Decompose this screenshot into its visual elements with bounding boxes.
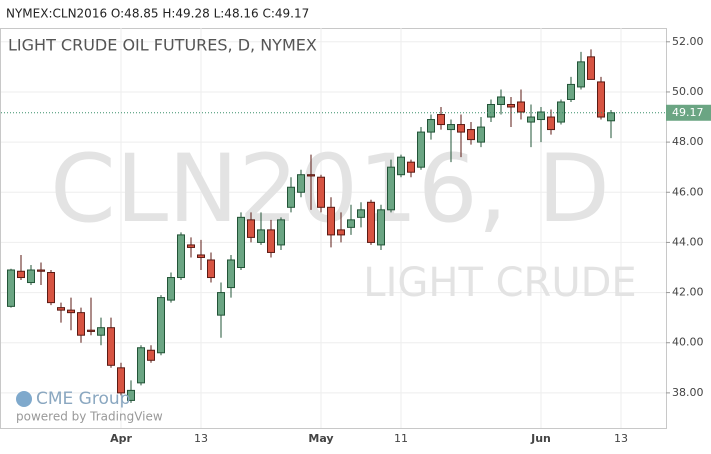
candle-body	[7, 269, 15, 307]
candle-body	[317, 176, 325, 208]
candle-body	[347, 219, 355, 228]
candle-body	[127, 389, 135, 401]
candle-body	[67, 309, 75, 314]
candle-body	[107, 327, 115, 366]
candle-body	[117, 367, 125, 394]
candle-body	[417, 131, 425, 168]
candle-body	[517, 101, 525, 113]
candle-body	[257, 229, 265, 243]
candle-body	[207, 259, 215, 279]
candle-body	[287, 186, 295, 208]
last-price-label: 49.17	[672, 106, 704, 119]
last-price-tag	[666, 104, 711, 121]
chart-title: LIGHT CRUDE OIL FUTURES, D, NYMEX	[8, 36, 317, 55]
candle-body	[327, 206, 335, 236]
y-tick-label: 52.00	[672, 35, 704, 48]
credit: powered by TradingView	[16, 410, 163, 424]
candle-body	[227, 259, 235, 289]
candle-body	[587, 56, 595, 80]
candle-body	[567, 83, 575, 100]
candle-body	[537, 111, 545, 121]
symbol-header: NYMEX:CLN2016 O:48.85 H:49.28 L:48.16 C:…	[6, 7, 309, 21]
candle-body	[187, 244, 195, 248]
x-tick-label: May	[308, 432, 333, 445]
candle-body	[197, 254, 205, 258]
candle-body	[377, 209, 385, 246]
candle-body	[507, 103, 515, 108]
candle-body	[487, 103, 495, 118]
candle-body	[297, 174, 305, 193]
plot-frame	[0, 28, 667, 429]
y-tick-label: 46.00	[672, 185, 704, 198]
candles	[7, 49, 615, 403]
candle-body	[37, 269, 45, 272]
candle-body	[247, 219, 255, 238]
candle-body	[167, 277, 175, 301]
candle-body	[267, 229, 275, 253]
candle-body	[527, 116, 535, 123]
candle-body	[477, 126, 485, 143]
x-tick-label: Apr	[110, 432, 132, 445]
watermark: LIGHT CRUDE	[363, 260, 636, 306]
candle-body	[87, 329, 95, 332]
candle-body	[457, 124, 465, 133]
y-tick-label: 50.00	[672, 85, 704, 98]
candle-body	[57, 307, 65, 311]
x-tick-label: 13	[194, 432, 208, 445]
x-tick-label: 13	[614, 432, 628, 445]
candle-body	[437, 114, 445, 126]
candle-body	[407, 161, 415, 173]
candle-body	[547, 116, 555, 131]
candle-body	[177, 234, 185, 279]
candle-body	[77, 312, 85, 336]
candle-body	[307, 174, 315, 177]
candle-body	[17, 270, 25, 279]
candle-body	[447, 124, 455, 131]
candle-body	[597, 81, 605, 118]
candle-body	[137, 347, 145, 384]
candle-body	[607, 112, 615, 122]
candle-body	[367, 201, 375, 243]
candle-body	[577, 61, 585, 88]
candle-body	[237, 216, 245, 268]
candle-body	[47, 272, 55, 304]
y-tick-label: 42.00	[672, 286, 704, 299]
y-tick-label: 44.00	[672, 235, 704, 248]
y-tick-label: 48.00	[672, 135, 704, 148]
logo-icon	[16, 391, 32, 407]
candle-body	[27, 269, 35, 284]
candle-body	[97, 327, 105, 336]
candle-body	[147, 349, 155, 361]
candle-body	[397, 156, 405, 176]
candle-body	[357, 209, 365, 218]
x-tick-label: 11	[394, 432, 408, 445]
y-tick-label: 38.00	[672, 386, 704, 399]
candle-body	[157, 297, 165, 354]
candle-body	[557, 101, 565, 123]
candle-body	[427, 119, 435, 133]
x-tick-label: Jun	[530, 432, 551, 445]
logo: CME Group	[36, 389, 130, 409]
candle-body	[217, 292, 225, 316]
candle-body	[277, 219, 285, 246]
candle-body	[467, 129, 475, 141]
y-tick-label: 40.00	[672, 336, 704, 349]
candle-body	[337, 229, 345, 236]
candle-body	[497, 96, 505, 105]
candle-body	[387, 166, 395, 211]
